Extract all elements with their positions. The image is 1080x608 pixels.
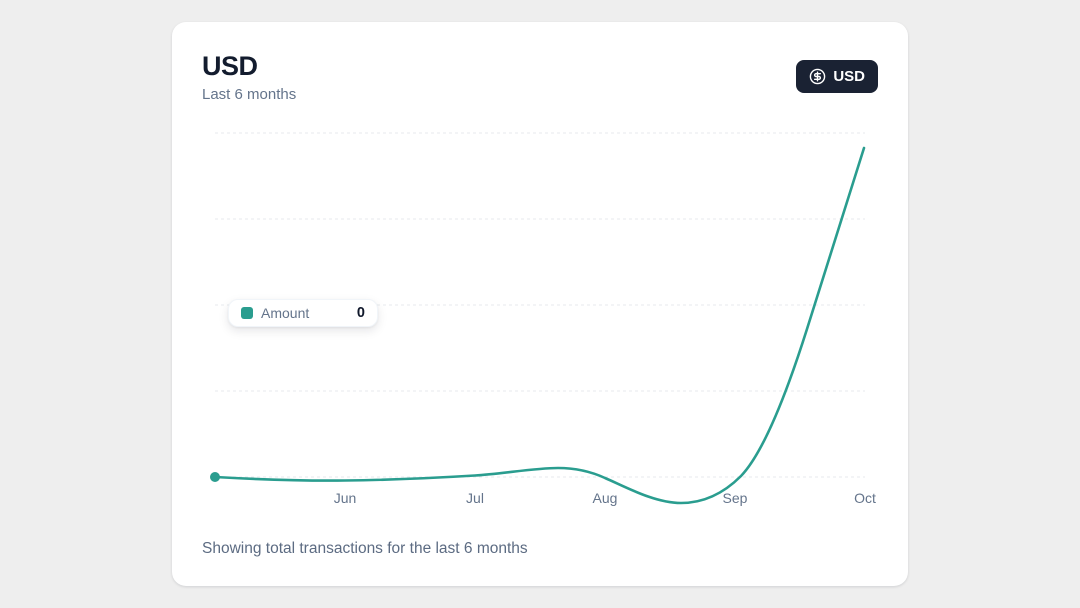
usd-transactions-card: Jun Jul Aug Sep Oct USD Last 6 months US… <box>172 22 908 586</box>
currency-usd-button[interactable]: USD <box>796 60 878 93</box>
x-axis-label: Jul <box>466 490 484 506</box>
x-axis-label: Oct <box>854 490 876 506</box>
x-axis-label: Aug <box>592 490 618 506</box>
currency-badge-label: USD <box>833 68 865 85</box>
card-title: USD <box>202 51 258 81</box>
first-data-point-dot <box>210 472 220 482</box>
x-axis-label: Sep <box>722 490 748 506</box>
tooltip-series-label: Amount <box>261 305 310 321</box>
title-block: USD Last 6 months <box>202 51 297 103</box>
tooltip-value: 0 <box>356 305 365 321</box>
card-header: USD Last 6 months USD <box>202 51 878 103</box>
circle-dollar-sign-icon <box>809 68 826 85</box>
amount-line-series <box>213 146 866 505</box>
chart-tooltip: Amount 0 <box>228 299 378 327</box>
x-axis-label: Jun <box>333 490 357 506</box>
legend-swatch <box>241 307 253 319</box>
chart-caption: Showing total transactions for the last … <box>202 540 528 557</box>
card-subtitle: Last 6 months <box>202 85 297 103</box>
